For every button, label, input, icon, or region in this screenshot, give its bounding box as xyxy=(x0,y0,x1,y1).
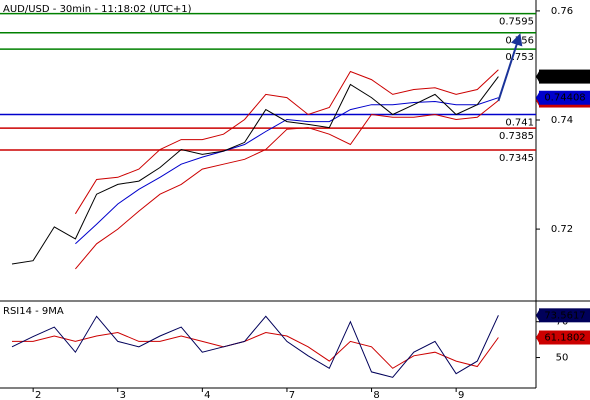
y-tick-label: 0.72 xyxy=(551,224,573,235)
price-badge xyxy=(539,308,590,323)
series-line xyxy=(12,331,499,369)
badge-pointer xyxy=(536,330,540,345)
badge-pointer xyxy=(536,69,540,84)
price-badge xyxy=(539,69,590,84)
badge-label: 0.74796 xyxy=(544,72,585,83)
level-label: 0.7385 xyxy=(499,131,534,142)
x-tick-label: 3 xyxy=(120,390,126,400)
panel-title: RSI14 - 9MA xyxy=(3,306,64,317)
y-tick-label: 0.76 xyxy=(551,6,573,17)
badge-pointer xyxy=(536,308,540,323)
series-line xyxy=(11,76,499,265)
level-label: 0.7595 xyxy=(499,17,534,28)
price-badge xyxy=(539,90,590,105)
series-line xyxy=(75,100,499,270)
x-tick-label: 4 xyxy=(204,390,210,400)
panel-title: AUD/USD - 30min - 11:18:02 (UTC+1) xyxy=(3,4,192,15)
level-label: 0.7345 xyxy=(499,153,534,164)
series-line xyxy=(11,315,499,378)
y-tick-label: 50 xyxy=(556,353,569,364)
forecast-arrow xyxy=(497,33,523,102)
badge-label: 73.5617 xyxy=(544,310,585,321)
price-badge xyxy=(539,330,590,345)
x-tick-label: 9 xyxy=(458,390,464,400)
x-tick-label: 7 xyxy=(289,390,295,400)
badge-label: 61.1802 xyxy=(544,333,585,344)
badge-pointer xyxy=(536,90,540,105)
x-tick-label: 8 xyxy=(373,390,379,400)
series-line xyxy=(74,69,499,215)
y-tick-label: 0.74 xyxy=(551,115,573,126)
level-label: 0.741 xyxy=(505,118,534,129)
series-line xyxy=(75,97,499,245)
x-tick-label: 2 xyxy=(35,390,41,400)
badge-label: 0.74408 xyxy=(544,93,585,104)
level-label: 0.753 xyxy=(505,52,534,63)
